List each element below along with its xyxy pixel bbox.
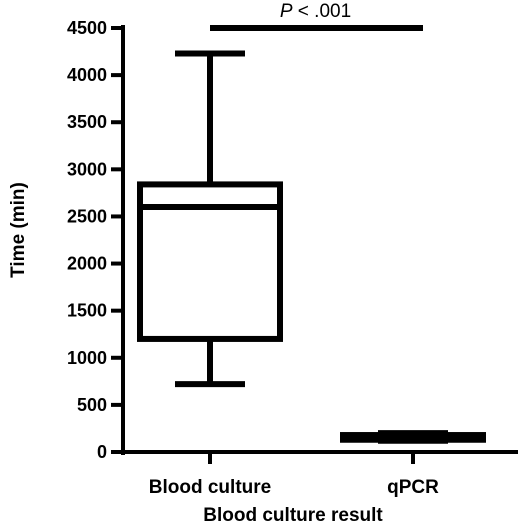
p-value: < .001: [293, 1, 352, 22]
y-axis-title: Time (min): [8, 182, 29, 278]
y-tick-label: 3000: [67, 159, 107, 179]
y-tick-label: 4000: [67, 65, 107, 85]
iqr-box: [137, 181, 283, 342]
y-tick-label: 3500: [67, 112, 107, 132]
p-value-label: P < .001: [280, 1, 351, 22]
p-symbol: P: [280, 1, 293, 22]
y-tick-label: 500: [77, 395, 107, 415]
y-tick-label: 4500: [67, 18, 107, 38]
y-axis: 0 500 1000 1500 2000 2500 3000 3500 4000 4500: [67, 18, 125, 462]
y-tick-label: 1000: [67, 348, 107, 368]
significance-annotation: P < .001: [210, 1, 423, 31]
x-tick-label: Blood culture: [149, 477, 271, 498]
x-tick-label: qPCR: [387, 477, 439, 498]
box-plot-series: [137, 50, 486, 444]
y-tick-label: 1500: [67, 301, 107, 321]
box-2: [340, 430, 486, 444]
box-1: [137, 50, 283, 388]
y-tick-label: 2000: [67, 254, 107, 274]
y-tick-label: 0: [97, 442, 107, 462]
x-axis-title: Blood culture result: [203, 505, 383, 526]
y-tick-label: 2500: [67, 206, 107, 226]
x-axis: Blood culture qPCR: [121, 450, 518, 498]
